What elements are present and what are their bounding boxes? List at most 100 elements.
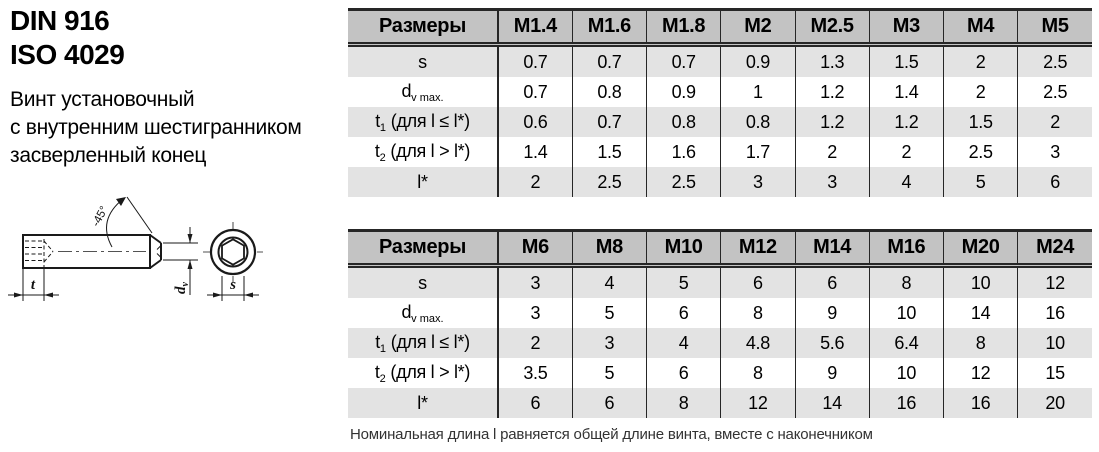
- size-column-header: M2.5: [794, 9, 870, 47]
- value-cell: 0.7: [496, 44, 573, 77]
- value-cell: 0.7: [496, 77, 573, 107]
- value-cell: 0.8: [720, 107, 795, 137]
- value-cell: 1.4: [868, 77, 944, 107]
- value-cell: 2.5: [942, 137, 1018, 167]
- technical-drawing: -45° t dv s: [8, 196, 263, 301]
- value-cell: 1.2: [868, 107, 944, 137]
- value-cell: 0.9: [645, 77, 721, 107]
- value-cell: 6: [571, 388, 647, 418]
- spec-table-1: Размеры M1.4 M1.6 M1.8 M2 M2.5 M3 M4 M5 s 0.7 0.7 0.…: [348, 8, 1092, 197]
- table-row: l* 2 2.5 2.5 3 3 4 5 6: [348, 167, 1092, 197]
- value-cell: 9: [794, 358, 870, 388]
- value-cell: 20: [1017, 388, 1092, 418]
- size-column-header: M3: [868, 9, 944, 47]
- value-cell: 2: [794, 137, 870, 167]
- value-cell: 9: [794, 298, 870, 328]
- value-cell: 0.7: [571, 107, 647, 137]
- value-cell: 5: [645, 265, 721, 298]
- value-cell: 8: [645, 388, 721, 418]
- value-cell: 10: [1017, 328, 1092, 358]
- length-footnote: Номинальная длина l равняется общей длин…: [350, 426, 873, 443]
- table-row: t1 (для l ≤ l*) 2 3 4 4.8 5.6 6.4 8 10: [348, 328, 1092, 358]
- value-cell: 0.6: [496, 107, 573, 137]
- dimension-dv-label: dv: [173, 282, 191, 295]
- value-cell: 15: [1017, 358, 1092, 388]
- param-column-header: Размеры: [348, 9, 498, 47]
- value-cell: 2.5: [1017, 44, 1092, 77]
- value-cell: 3: [571, 328, 647, 358]
- value-cell: 10: [868, 298, 944, 328]
- description-line: Винт установочный: [10, 88, 195, 111]
- size-column-header: M14: [794, 230, 870, 268]
- size-column-header: M4: [942, 9, 1018, 47]
- end-view: [203, 222, 263, 301]
- value-cell: 6.4: [868, 328, 944, 358]
- value-cell: 12: [720, 388, 795, 418]
- value-cell: 4: [645, 328, 721, 358]
- size-column-header: M12: [720, 230, 795, 268]
- value-cell: 1.7: [720, 137, 795, 167]
- value-cell: 2.5: [1017, 77, 1092, 107]
- description-line: засверленный конец: [10, 144, 207, 167]
- value-cell: 0.8: [645, 107, 721, 137]
- value-cell: 8: [720, 358, 795, 388]
- hex-socket-outline: [221, 238, 245, 266]
- value-cell: 2: [942, 77, 1018, 107]
- value-cell: 1.2: [794, 107, 870, 137]
- value-cell: 1.2: [794, 77, 870, 107]
- value-cell: 6: [645, 358, 721, 388]
- value-cell: 10: [942, 265, 1018, 298]
- size-column-header: M6: [496, 230, 573, 268]
- value-cell: 3: [496, 265, 573, 298]
- size-column-header: M1.8: [645, 9, 721, 47]
- value-cell: 1.4: [496, 137, 573, 167]
- value-cell: 8: [868, 265, 944, 298]
- table-row: s 0.7 0.7 0.7 0.9 1.3 1.5 2 2.5: [348, 44, 1092, 77]
- table-row: dv max. 3 5 6 8 9 10 14 16: [348, 298, 1092, 328]
- size-table-large: Размеры M6 M8 M10 M12 M14 M16 M20 M24 s 3 4 5 6 6 8 10 12…: [348, 229, 1093, 418]
- param-label: l*: [417, 171, 428, 192]
- value-cell: 2: [496, 167, 573, 197]
- size-column-header: M1.4: [496, 9, 573, 47]
- value-cell: 0.7: [571, 44, 647, 77]
- size-column-header: M1.6: [571, 9, 647, 47]
- value-cell: 6: [720, 265, 795, 298]
- table-header-row: Размеры M1.4 M1.6 M1.8 M2 M2.5 M3 M4 M5: [348, 9, 1092, 47]
- table-row: s 3 4 5 6 6 8 10 12: [348, 265, 1092, 298]
- value-cell: 2: [496, 328, 573, 358]
- value-cell: 8: [720, 298, 795, 328]
- value-cell: 3.5: [496, 358, 573, 388]
- value-cell: 3: [794, 167, 870, 197]
- param-label: dv max.: [401, 301, 444, 325]
- param-label: l*: [417, 392, 428, 413]
- value-cell: 16: [1017, 298, 1092, 328]
- value-cell: 5: [942, 167, 1018, 197]
- value-cell: 5: [571, 358, 647, 388]
- value-cell: 1.5: [571, 137, 647, 167]
- value-cell: 6: [645, 298, 721, 328]
- value-cell: 0.7: [645, 44, 721, 77]
- value-cell: 4: [868, 167, 944, 197]
- size-table-small: Размеры M1.4 M1.6 M1.8 M2 M2.5 M3 M4 M5 s 0.7 0.7 0.…: [348, 8, 1093, 197]
- value-cell: 16: [868, 388, 944, 418]
- value-cell: 1.6: [645, 137, 721, 167]
- table-row: l* 6 6 8 12 14 16 16 20: [348, 388, 1092, 418]
- value-cell: 2: [1017, 107, 1092, 137]
- value-cell: 2: [942, 44, 1018, 77]
- value-cell: 4.8: [720, 328, 795, 358]
- table-row: t2 (для l > l*) 1.4 1.5 1.6 1.7 2 2 2.5 3: [348, 137, 1092, 167]
- size-column-header: M2: [720, 9, 795, 47]
- table-row: t2 (для l > l*) 3.5 5 6 8 9 10 12 15: [348, 358, 1092, 388]
- table-row: t1 (для l ≤ l*) 0.6 0.7 0.8 0.8 1.2 1.2 1.5 2: [348, 107, 1092, 137]
- value-cell: 8: [942, 328, 1018, 358]
- size-column-header: M20: [942, 230, 1018, 268]
- value-cell: 3: [496, 298, 573, 328]
- size-column-header: M24: [1017, 230, 1092, 268]
- size-column-header: M16: [868, 230, 944, 268]
- size-column-header: M8: [571, 230, 647, 268]
- value-cell: 0.8: [571, 77, 647, 107]
- param-label: s: [418, 272, 427, 293]
- value-cell: 14: [794, 388, 870, 418]
- param-label: t2 (для l > l*): [374, 361, 471, 385]
